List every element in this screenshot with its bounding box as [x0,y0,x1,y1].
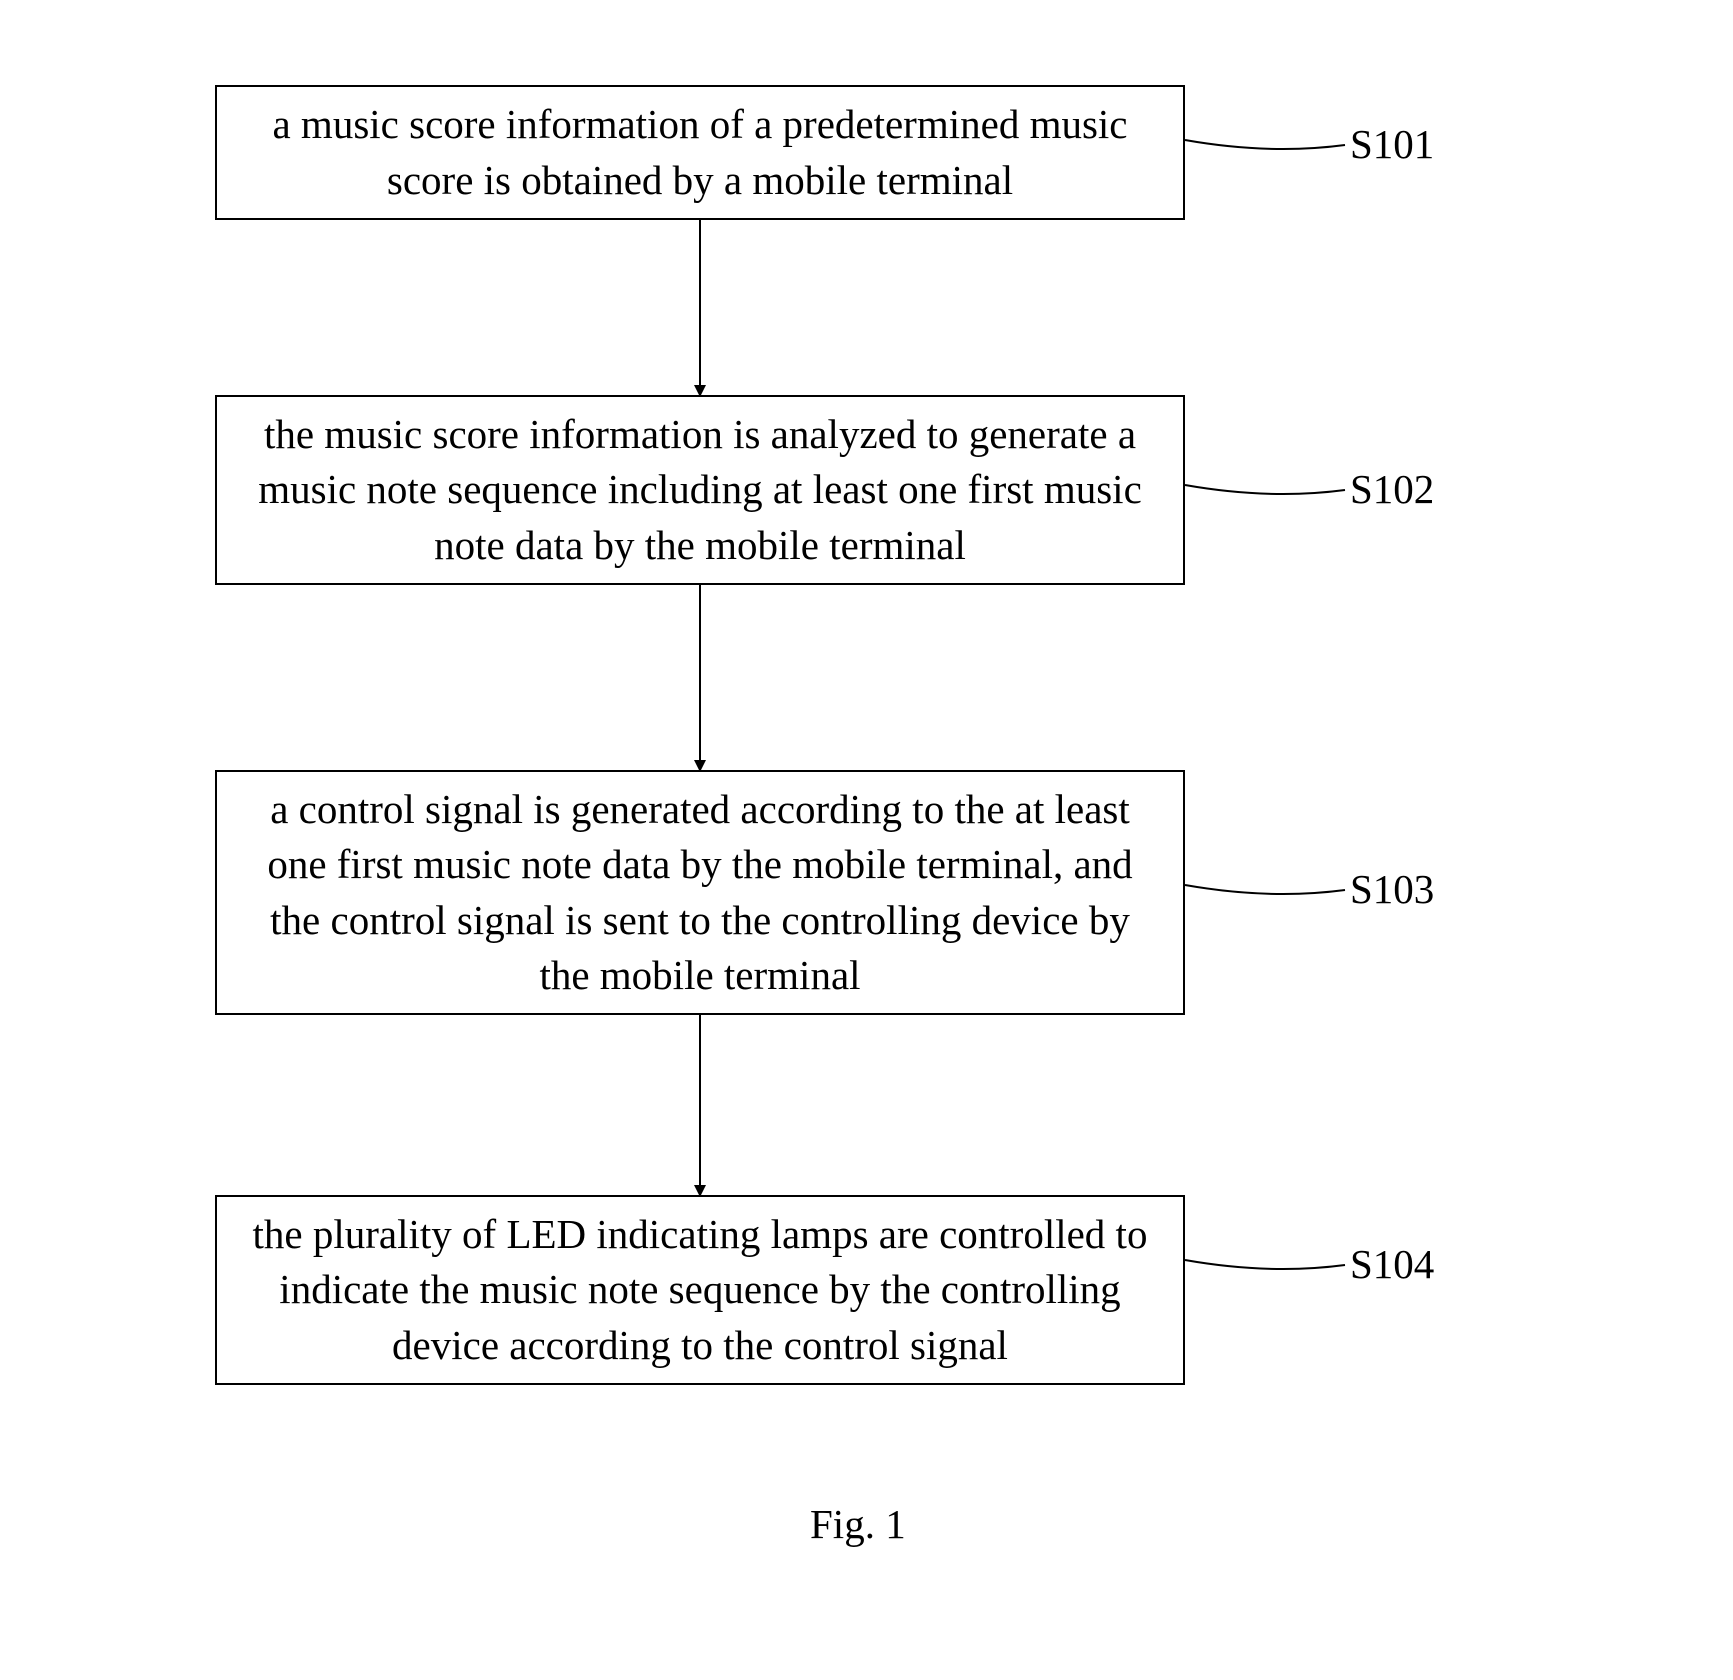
flowchart-node-s103: a control signal is generated according … [215,770,1185,1015]
label-connector [1185,140,1345,149]
label-connector [1185,485,1345,494]
flowchart-node-text: a music score information of a predeterm… [241,97,1159,208]
label-connector [1185,885,1345,894]
flowchart-node-s102: the music score information is analyzed … [215,395,1185,585]
step-label-s103: S103 [1350,865,1434,913]
flowchart-node-text: the music score information is analyzed … [241,407,1159,573]
step-label-s101: S101 [1350,120,1434,168]
flowchart-node-text: a control signal is generated according … [241,782,1159,1003]
figure-caption: Fig. 1 [810,1500,906,1548]
label-connector [1185,1260,1345,1269]
flowchart-node-s101: a music score information of a predeterm… [215,85,1185,220]
flowchart-node-s104: the plurality of LED indicating lamps ar… [215,1195,1185,1385]
step-label-s104: S104 [1350,1240,1434,1288]
flowchart-node-text: the plurality of LED indicating lamps ar… [241,1207,1159,1373]
flowchart-canvas: Fig. 1 a music score information of a pr… [0,0,1733,1680]
step-label-s102: S102 [1350,465,1434,513]
